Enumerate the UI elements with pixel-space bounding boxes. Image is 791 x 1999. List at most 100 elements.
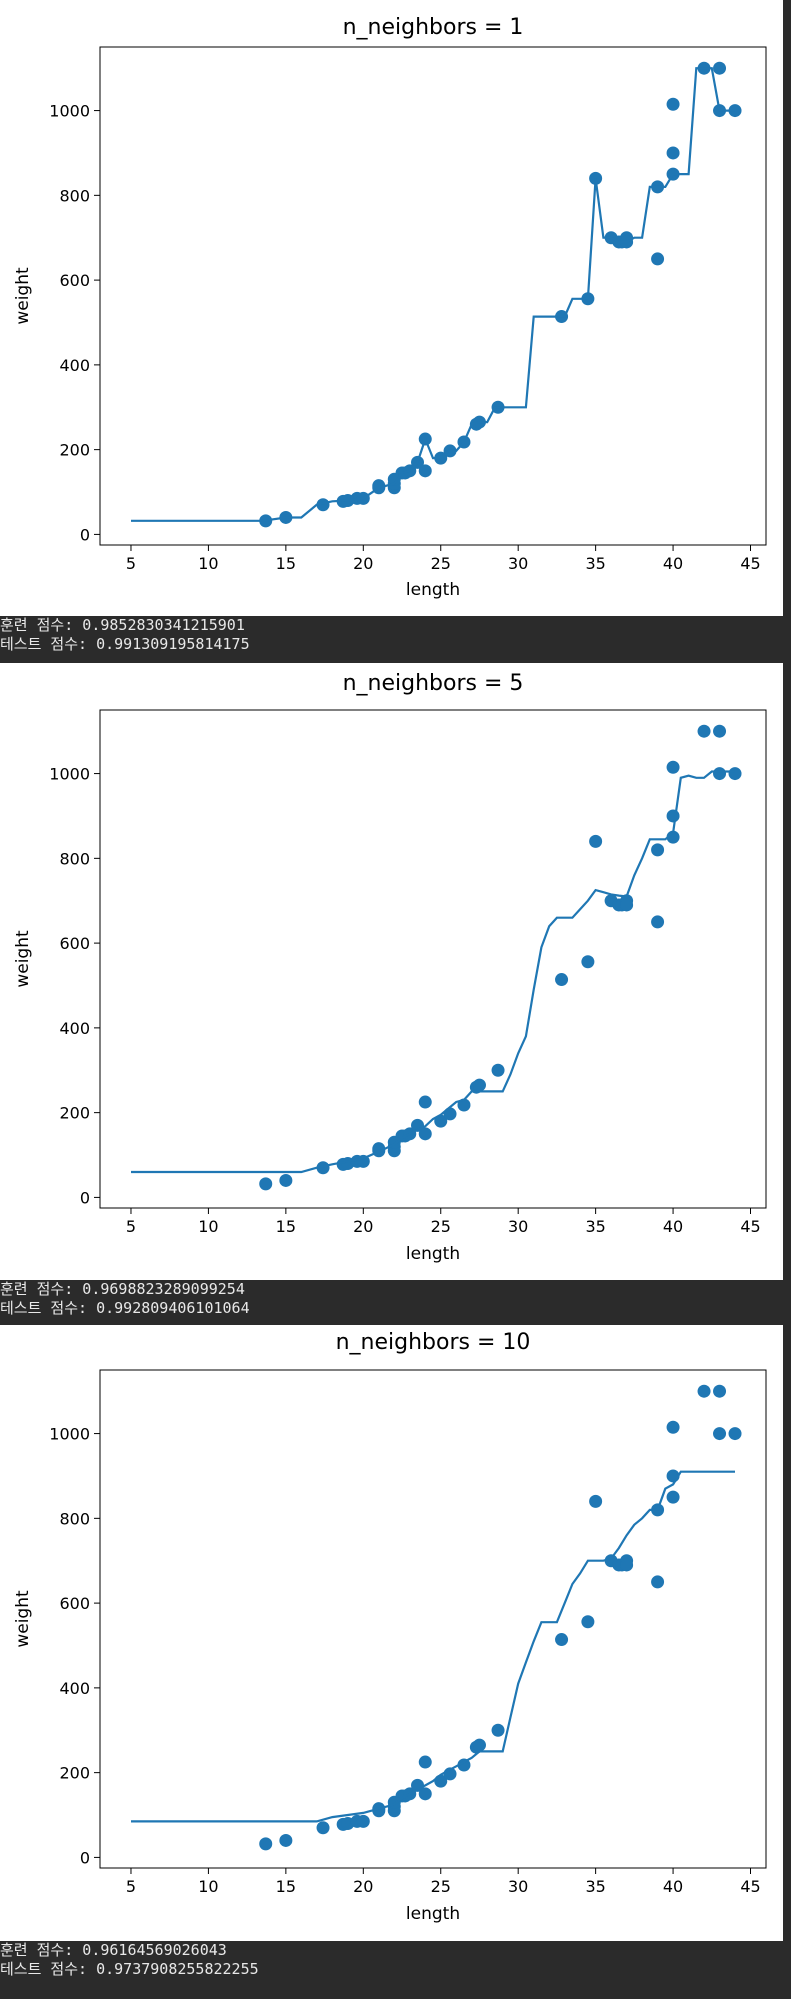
chart-n-neighbors-1: n_neighbors = 1 5 10 15 20 25 30 35 40 45 0 200 400… bbox=[13, 15, 767, 600]
y-tick-label: 600 bbox=[59, 271, 90, 290]
y-tick-label: 200 bbox=[59, 1104, 90, 1123]
y-tick-label: 1000 bbox=[49, 102, 90, 121]
x-tick-label: 10 bbox=[198, 1877, 218, 1896]
prediction-line bbox=[131, 770, 735, 1174]
scatter-point bbox=[666, 1420, 680, 1434]
x-tick-label: 35 bbox=[585, 1217, 605, 1236]
x-axis-label: length bbox=[406, 580, 460, 600]
y-tick-label: 400 bbox=[59, 356, 90, 375]
y-tick-label: 0 bbox=[80, 525, 90, 544]
train-score-value: 0.96164569026043 bbox=[82, 1941, 227, 1959]
y-tick-label: 0 bbox=[80, 1188, 90, 1207]
x-tick-label: 30 bbox=[508, 1877, 528, 1896]
plot-cell-2: n_neighbors = 5 5 10 15 20 25 30 35 40 45 0 200 400… bbox=[0, 663, 783, 1280]
chart-title: n_neighbors = 1 bbox=[343, 15, 524, 40]
x-tick-label: 15 bbox=[276, 1877, 296, 1896]
x-tick-label: 25 bbox=[431, 1877, 451, 1896]
scatter-point bbox=[472, 1738, 486, 1752]
scatter-point bbox=[651, 915, 665, 929]
train-score-label: 훈련 점수: bbox=[0, 616, 74, 634]
scatter-point bbox=[666, 760, 680, 774]
x-tick-label: 30 bbox=[508, 554, 528, 573]
scatter-point bbox=[555, 973, 569, 987]
chart-title: n_neighbors = 10 bbox=[336, 1330, 531, 1355]
scatter-point bbox=[666, 809, 680, 823]
scatter-point bbox=[620, 1558, 634, 1572]
scatter-point bbox=[443, 1107, 457, 1121]
y-tick-label: 200 bbox=[59, 441, 90, 460]
scatter-point bbox=[316, 1821, 330, 1835]
train-score-line: 훈련 점수: 0.9698823289099254 bbox=[0, 1280, 791, 1299]
scatter-point bbox=[589, 1494, 603, 1508]
x-tick-label: 5 bbox=[126, 1217, 136, 1236]
train-score-line: 훈련 점수: 0.96164569026043 bbox=[0, 1941, 791, 1960]
train-score-value: 0.9852830341215901 bbox=[82, 616, 245, 634]
y-tick-label: 800 bbox=[59, 1509, 90, 1528]
train-score-line: 훈련 점수: 0.9852830341215901 bbox=[0, 616, 791, 635]
prediction-line bbox=[131, 1470, 735, 1823]
x-tick-label: 20 bbox=[353, 1217, 373, 1236]
test-score-label: 테스트 점수: bbox=[0, 635, 88, 653]
plot-frame bbox=[99, 1369, 767, 1869]
y-tick-label: 200 bbox=[59, 1764, 90, 1783]
scatter-point bbox=[491, 1723, 505, 1737]
x-tick-label: 40 bbox=[663, 1217, 683, 1236]
test-score-line: 테스트 점수: 0.9737908255822255 bbox=[0, 1960, 791, 1979]
scatter-point bbox=[418, 464, 432, 478]
scatter-point bbox=[713, 767, 727, 781]
x-tick-label: 10 bbox=[198, 1217, 218, 1236]
scatter-point bbox=[316, 1161, 330, 1175]
test-score-label: 테스트 점수: bbox=[0, 1960, 88, 1978]
y-axis-label: weight bbox=[13, 930, 33, 988]
scatter-point bbox=[259, 1837, 273, 1851]
scatter-point bbox=[728, 767, 742, 781]
x-tick-label: 15 bbox=[276, 554, 296, 573]
x-tick-label: 45 bbox=[740, 554, 760, 573]
y-tick-label: 0 bbox=[80, 1848, 90, 1867]
scatter-point bbox=[418, 1127, 432, 1141]
axis-ticks: 5 10 15 20 25 30 35 40 45 0 200 400 600 800 1000 bbox=[49, 102, 760, 573]
test-score-value: 0.992809406101064 bbox=[96, 1299, 250, 1317]
axis-ticks: 5 10 15 20 25 30 35 40 45 0 200 400 600 800 1000 bbox=[49, 765, 760, 1236]
scatter-point bbox=[581, 955, 595, 969]
x-tick-label: 45 bbox=[740, 1877, 760, 1896]
scatter-point bbox=[620, 898, 634, 912]
x-tick-label: 20 bbox=[353, 1877, 373, 1896]
test-score-value: 0.991309195814175 bbox=[96, 635, 250, 653]
y-tick-label: 600 bbox=[59, 934, 90, 953]
scatter-point bbox=[418, 1755, 432, 1769]
x-tick-label: 35 bbox=[585, 554, 605, 573]
x-tick-label: 5 bbox=[126, 554, 136, 573]
x-axis-label: length bbox=[406, 1904, 460, 1924]
y-axis-label: weight bbox=[13, 1590, 33, 1648]
y-tick-label: 800 bbox=[59, 849, 90, 868]
scatter-point bbox=[713, 724, 727, 738]
test-score-line: 테스트 점수: 0.991309195814175 bbox=[0, 635, 791, 654]
y-axis-label: weight bbox=[13, 267, 33, 325]
x-tick-label: 30 bbox=[508, 1217, 528, 1236]
y-tick-label: 1000 bbox=[49, 765, 90, 784]
x-tick-label: 45 bbox=[740, 1217, 760, 1236]
y-tick-label: 400 bbox=[59, 1679, 90, 1698]
x-tick-label: 15 bbox=[276, 1217, 296, 1236]
train-score-value: 0.9698823289099254 bbox=[82, 1280, 245, 1298]
scatter-point bbox=[666, 97, 680, 111]
chart-n-neighbors-10: n_neighbors = 10 5 10 15 20 25 30 35 40 45 0 200 40… bbox=[13, 1330, 767, 1924]
scatter-point bbox=[713, 61, 727, 75]
chart-title: n_neighbors = 5 bbox=[343, 671, 524, 696]
y-tick-label: 800 bbox=[59, 186, 90, 205]
x-axis-label: length bbox=[406, 1244, 460, 1264]
plot-cell-3: n_neighbors = 10 5 10 15 20 25 30 35 40 45 0 200 40… bbox=[0, 1325, 783, 1941]
cell-output-3: 훈련 점수: 0.96164569026043 테스트 점수: 0.973790… bbox=[0, 1941, 791, 1999]
data-marks bbox=[131, 61, 742, 528]
scatter-point bbox=[279, 1173, 293, 1187]
y-tick-label: 1000 bbox=[49, 1425, 90, 1444]
scatter-point bbox=[666, 1490, 680, 1504]
scatter-point bbox=[279, 1833, 293, 1847]
scatter-point bbox=[713, 1384, 727, 1398]
x-tick-label: 40 bbox=[663, 1877, 683, 1896]
x-tick-label: 10 bbox=[198, 554, 218, 573]
scatter-point bbox=[713, 1427, 727, 1441]
scatter-point bbox=[259, 1177, 273, 1191]
test-score-value: 0.9737908255822255 bbox=[96, 1960, 259, 1978]
